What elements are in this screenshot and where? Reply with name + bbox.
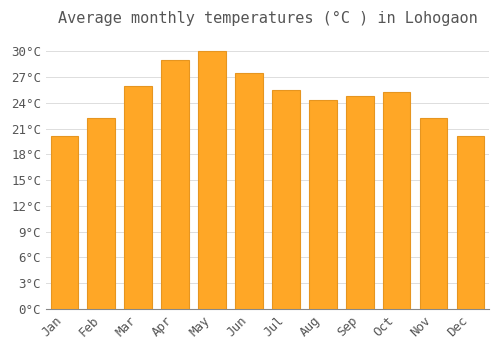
Bar (456, 135, 484, 309)
Bar (198, 51, 226, 309)
Bar (162, 60, 189, 309)
Bar (50, 135, 78, 309)
Bar (309, 100, 336, 309)
Bar (124, 86, 152, 309)
Bar (383, 92, 410, 309)
Bar (420, 118, 448, 309)
Bar (235, 73, 263, 309)
Bar (272, 90, 299, 309)
Bar (88, 118, 115, 309)
Title: Average monthly temperatures (°C ) in Lohogaon: Average monthly temperatures (°C ) in Lo… (58, 11, 478, 26)
Bar (346, 96, 374, 309)
